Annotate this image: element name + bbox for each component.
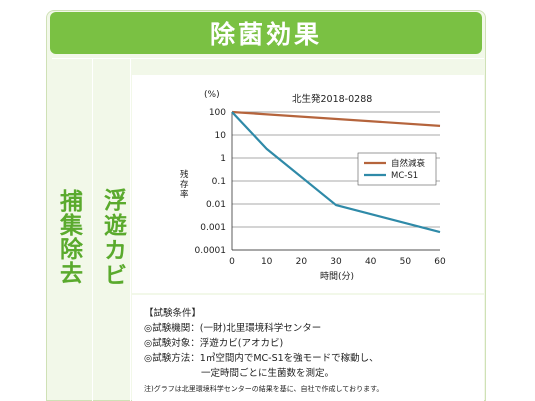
y-tick-label: 0.01 — [206, 200, 226, 210]
series-line — [231, 111, 441, 234]
title-bar: 除菌効果 — [50, 12, 482, 54]
legend-label: MC-S1 — [391, 171, 418, 181]
grid-line — [52, 58, 484, 59]
y-tick-label: 100 — [209, 108, 226, 118]
x-tick-label: 20 — [296, 257, 308, 267]
y-tick-label: 1 — [220, 154, 226, 164]
grid-line — [92, 58, 93, 401]
category-label-cell: 捕集除去 — [52, 75, 92, 401]
legend-box — [357, 152, 437, 186]
condition-line: 一定時間ごとに生菌数を測定。 — [144, 368, 335, 379]
y-tick-label: 10 — [215, 131, 227, 141]
x-tick-label: 30 — [330, 257, 342, 267]
footnote: 注)グラフは北里環境科学センターの結果を基に、自社で作成しております。 — [144, 385, 384, 393]
y-tick-label: 0.001 — [200, 223, 226, 233]
chart-title: 北生発2018-0288 — [292, 93, 372, 105]
y-tick-label: 0.1 — [212, 177, 226, 187]
log-line-chart: (%) 北生発2018-0288 残存率 時間(分) 1001010.10.01… — [180, 90, 446, 282]
target-label-cell: 浮遊カビ — [94, 75, 130, 401]
x-tick-label: 60 — [434, 257, 446, 267]
chart-area: (%) 北生発2018-0288 残存率 時間(分) 100 10 1 0.1 0.01… — [132, 75, 484, 293]
x-tick-label: 0 — [229, 257, 235, 267]
test-conditions: 【試験条件】 ◎試験機関：(一財)北里環境科学センター ◎試験対象：浮遊カビ(ア… — [132, 295, 484, 401]
condition-line: ◎試験機関：(一財)北里環境科学センター — [144, 323, 322, 334]
legend-label: 自然減衰 — [391, 158, 426, 169]
target-label: 浮遊カビ — [99, 188, 126, 288]
condition-line: ◎試験対象：浮遊カビ(アオカビ) — [144, 338, 284, 349]
x-tick-label: 10 — [261, 257, 273, 267]
conditions-heading: 【試験条件】 — [144, 308, 202, 319]
x-tick-label: 40 — [365, 257, 377, 267]
y-unit-label: (%) — [204, 90, 220, 100]
grid-line — [130, 58, 131, 401]
y-axis-label: 残存率 — [180, 169, 189, 200]
y-tick-label: 0.0001 — [195, 246, 227, 256]
condition-line: ◎試験方法：1㎥空間内でMC-S1を強モードで稼動し、 — [144, 353, 379, 364]
category-label: 捕集除去 — [60, 188, 85, 288]
page-title: 除菌効果 — [209, 20, 322, 49]
x-axis-label: 時間(分) — [320, 271, 354, 282]
series-line — [231, 110, 441, 127]
x-tick-label: 50 — [400, 257, 412, 267]
